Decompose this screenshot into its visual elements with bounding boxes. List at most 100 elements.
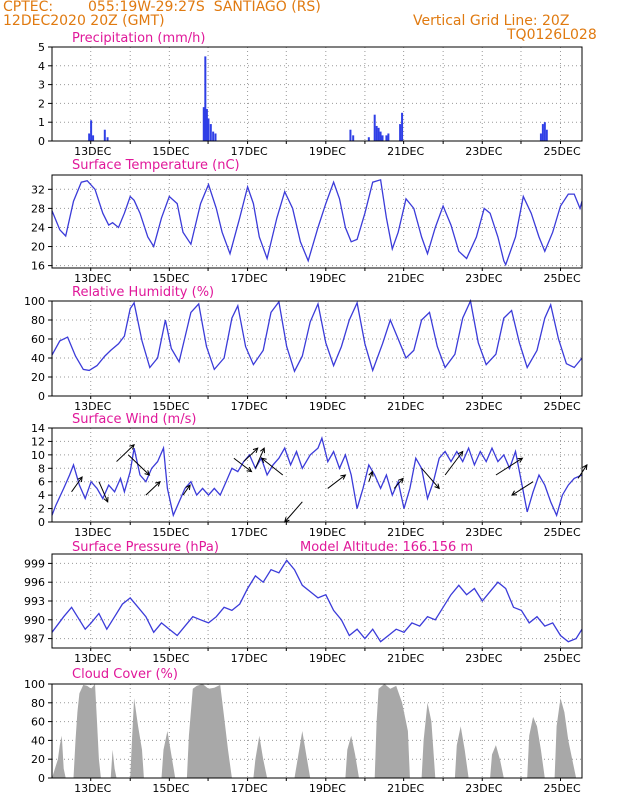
wind-vector-shaft [116,444,135,462]
precip-bar [352,135,355,141]
precip-bar [349,129,352,141]
precip-bar [539,133,542,141]
pres-ytick-label: 993 [24,595,45,608]
precip-bar [106,137,109,141]
wind-vector-shaft [182,484,191,496]
wind-frame [51,427,583,523]
grid-note-label: Vertical Grid Line: 20Z [413,13,570,29]
wind-ytick-label: 2 [38,503,45,516]
precip-xtick-label: 23DEC [465,145,502,158]
wind-vector-head [511,490,518,496]
wind-vector-shaft [421,467,440,489]
precip-xtick-label: 15DEC [152,145,189,158]
wind-ytick-label: 4 [38,489,45,502]
cloud-xtick-label: 25DEC [544,782,581,795]
precip-xtick-label: 17DEC [231,145,268,158]
precip-bar [377,127,380,141]
temp-frame [51,174,583,269]
pres-frame [51,553,583,649]
rh-ytick-label: 100 [24,295,45,308]
precip-ytick-label: 0 [38,135,45,148]
temp-title: Surface Temperature (nC) [72,158,240,173]
temp-xtick-label: 19DEC [309,272,346,285]
wind-vector-head [260,457,267,463]
rh-xtick-label: 19DEC [309,400,346,413]
precip-bar [204,56,207,141]
wind-vector-head [155,480,161,487]
cloud-ytick-label: 60 [31,716,45,729]
wind-vector-shaft [368,471,373,482]
rh-title: Relative Humidity (%) [72,285,214,300]
precip-xtick-label: 21DEC [387,145,424,158]
cloud-xtick-label: 13DEC [74,782,111,795]
precip-bar [90,120,93,141]
wind-vector-shaft [145,481,161,496]
precip-bar [385,135,388,141]
precip-xtick-label: 25DEC [544,145,581,158]
rh-ytick-label: 80 [31,314,45,327]
wind-vector-head [582,463,588,470]
cloud-frame [51,683,583,779]
rh-xtick-label: 15DEC [152,400,189,413]
pres-xtick-label: 13DEC [74,652,111,665]
wind-vector-head [517,457,524,463]
wind-ytick-label: 12 [31,435,45,448]
pres-xtick-label: 25DEC [544,652,581,665]
precip-ytick-label: 2 [38,97,45,110]
rh-xtick-label: 23DEC [465,400,502,413]
wind-vector-head [368,470,374,477]
precip-frame [51,46,583,142]
precip-ytick-label: 1 [38,116,45,129]
precip-ytick-label: 3 [38,79,45,92]
wind-vector-head [252,447,259,454]
temp-ytick-label: 28 [31,202,45,215]
rh-xtick-label: 17DEC [231,400,268,413]
model-code-label: TQ0126L028 [507,27,597,43]
pres-ytick-label: 999 [24,557,45,570]
wind-xtick-label: 15DEC [152,526,189,539]
rh-ytick-label: 60 [31,333,45,346]
rh-xtick-label: 21DEC [387,400,424,413]
cloud-title: Cloud Cover (%) [72,667,178,682]
cloud-xtick-label: 19DEC [309,782,346,795]
temp-xtick-label: 25DEC [544,272,581,285]
cloud-ytick-label: 100 [24,678,45,691]
wind-xtick-label: 23DEC [465,526,502,539]
temp-xtick-label: 13DEC [74,272,111,285]
wind-vector-shaft [71,476,83,493]
rh-ytick-label: 40 [31,352,45,365]
cloud-ytick-label: 80 [31,697,45,710]
rh-ytick-label: 0 [38,390,45,403]
precip-bar [207,118,210,141]
wind-title: Surface Wind (m/s) [72,412,196,427]
precip-bar [375,125,378,141]
cloud-xtick-label: 21DEC [387,782,424,795]
cloud-xtick-label: 17DEC [231,782,268,795]
pres-xtick-label: 21DEC [387,652,424,665]
temp-ytick-label: 24 [31,221,45,234]
wind-xtick-label: 21DEC [387,526,424,539]
precip-xtick-label: 13DEC [74,145,111,158]
precip-title: Precipitation (mm/h) [72,31,205,46]
wind-xtick-label: 13DEC [74,526,111,539]
precip-ytick-label: 5 [38,41,45,54]
rh-ytick-label: 20 [31,371,45,384]
temp-xtick-label: 17DEC [231,272,268,285]
wind-xtick-label: 19DEC [309,526,346,539]
wind-vector-head [103,496,109,503]
pres-xtick-label: 19DEC [309,652,346,665]
precip-bar [209,124,212,141]
precip-bar [88,133,91,141]
pres-xtick-label: 17DEC [231,652,268,665]
wind-ytick-label: 0 [38,516,45,529]
cloud-ytick-label: 40 [31,734,45,747]
wind-vector-head [144,470,151,476]
cloud-ytick-label: 0 [38,772,45,785]
wind-series-line [51,435,583,518]
wind-xtick-label: 17DEC [231,526,268,539]
rh-frame [51,300,583,397]
precip-xtick-label: 19DEC [309,145,346,158]
cloud-xtick-label: 15DEC [152,782,189,795]
precip-bar [399,124,402,141]
